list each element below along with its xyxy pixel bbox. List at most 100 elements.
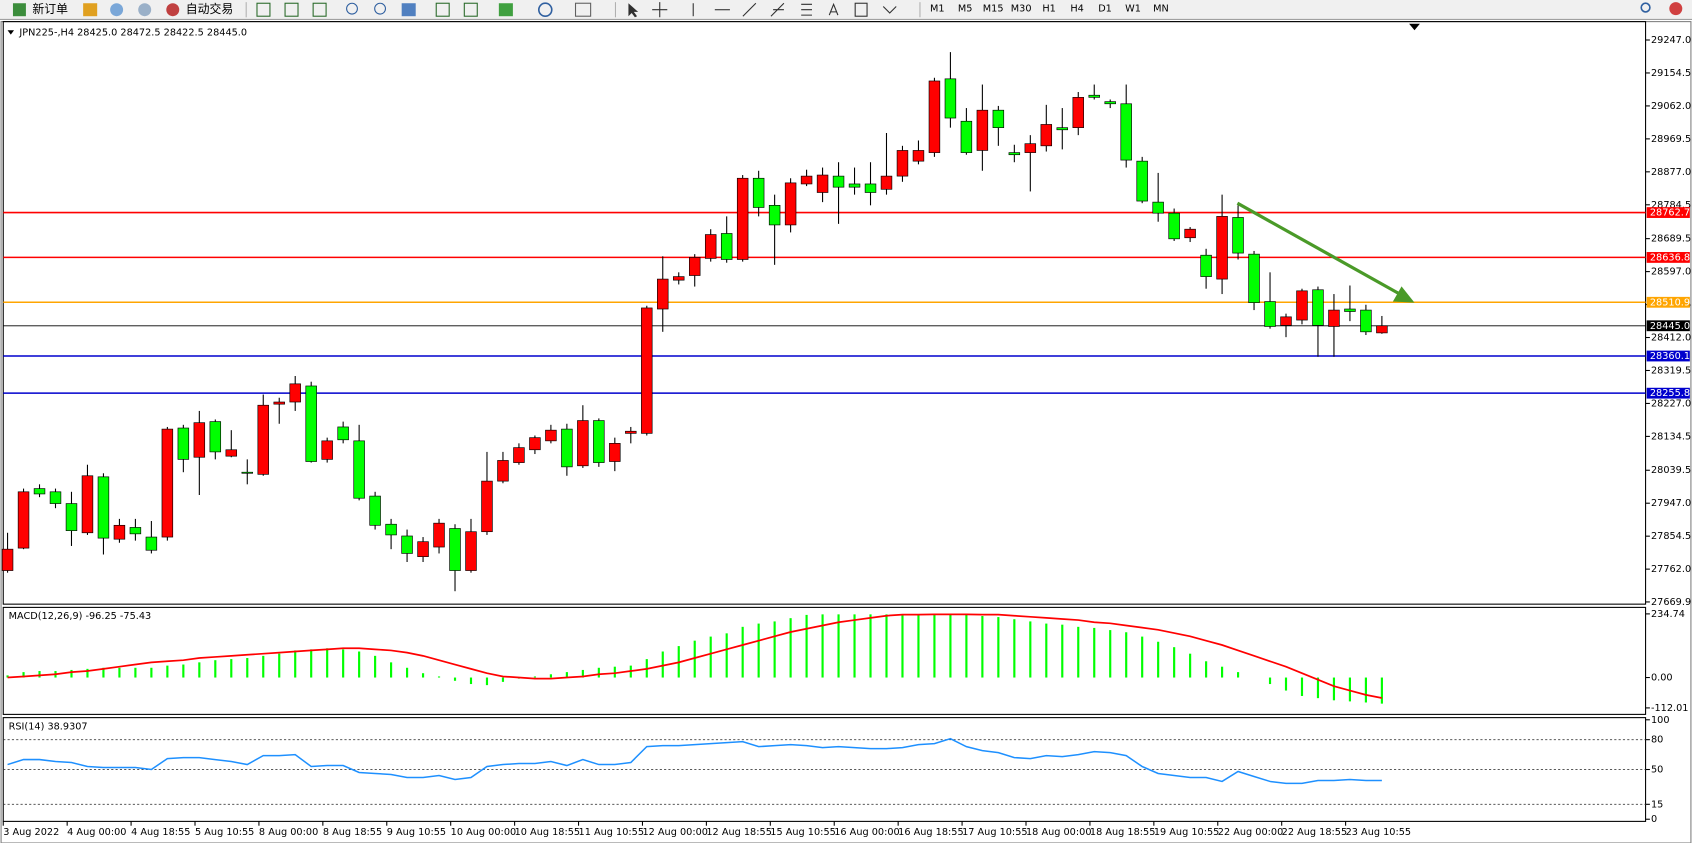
x-tick-label: 16 Aug 18:55 (898, 827, 964, 838)
y-tick-label: 80 (1651, 735, 1663, 746)
notification-icon[interactable] (1669, 2, 1683, 16)
cursor-icon[interactable] (628, 3, 639, 18)
candle-body (689, 257, 701, 276)
candle-body (1088, 94, 1100, 98)
candle-body (784, 182, 797, 226)
candle-body (912, 150, 925, 162)
y-tick-label: 28597.0 (1651, 267, 1691, 278)
tile-icon[interactable] (401, 3, 416, 17)
toolbar: 新订单 自动交易 M1 M5 M15 M30 H1 H4 D1 W1 MN (0, 0, 1692, 20)
rsi-panel: RSI(14) 38.9307 100 80 50 15 0 (2, 715, 1670, 825)
timeframe-button[interactable]: M30 (1011, 4, 1032, 15)
candle-body (992, 109, 1005, 128)
x-tick-label: 12 Aug 18:55 (706, 827, 772, 838)
text-icon[interactable] (828, 2, 839, 16)
candle-body (1152, 201, 1164, 214)
candle-body (832, 175, 845, 188)
candle-body (864, 183, 877, 193)
price-label: 28360.1 (1650, 351, 1690, 362)
auto-trade-button[interactable]: 自动交易 (166, 2, 233, 16)
x-tick-label: 9 Aug 10:55 (387, 827, 446, 838)
candle-body (513, 447, 525, 463)
y-tick-label: 28319.5 (1651, 365, 1691, 376)
candle-body (161, 428, 174, 538)
candle-body (1008, 152, 1021, 156)
candle-body (673, 276, 685, 281)
candle-body (1120, 103, 1132, 161)
timeframe-button[interactable]: W1 (1125, 4, 1141, 15)
candle-body (1216, 216, 1228, 280)
tool-icon[interactable] (256, 2, 271, 17)
candle-body (928, 80, 941, 153)
x-tick-label: 3 Aug 2022 (3, 827, 59, 838)
x-tick-label: 19 Aug 10:55 (1154, 827, 1220, 838)
candle-body (433, 522, 445, 548)
timeframe-button[interactable]: M15 (983, 4, 1004, 15)
candle-body (225, 449, 238, 457)
candle-body (944, 78, 957, 119)
crosshair-icon[interactable] (652, 2, 668, 18)
tool-icon[interactable] (83, 3, 98, 17)
y-tick-label: 28969.5 (1651, 134, 1691, 145)
timeframe-button[interactable]: D1 (1098, 4, 1112, 15)
candle-body (385, 523, 397, 536)
trend-arrow[interactable] (1236, 201, 1415, 303)
fibo-icon[interactable] (801, 3, 812, 16)
candle-body (593, 420, 605, 463)
trendline-icon[interactable] (742, 2, 757, 17)
price-label-box (1646, 252, 1690, 263)
candle-body (321, 440, 333, 460)
x-tick-label: 18 Aug 18:55 (1090, 827, 1156, 838)
tool-icon[interactable] (435, 2, 450, 17)
candle-body (1040, 124, 1053, 147)
zoom-out-icon[interactable] (374, 2, 387, 15)
indicator-icon[interactable] (498, 3, 513, 17)
panel-frame (2, 606, 1647, 715)
template-icon[interactable] (574, 2, 592, 17)
period-icon[interactable] (537, 2, 553, 18)
tool-icon[interactable] (110, 3, 124, 17)
y-tick-label: 0.00 (1651, 673, 1673, 684)
candle-body (1104, 101, 1116, 105)
candle-body (848, 183, 861, 188)
signal-line (7, 613, 1383, 699)
tool-icon[interactable] (284, 2, 299, 17)
price-label: 28255.8 (1650, 388, 1690, 399)
tool-icon[interactable] (312, 2, 327, 17)
new-order-button[interactable]: 新订单 (12, 2, 68, 17)
candle-body (1072, 97, 1084, 128)
arrows-icon[interactable] (882, 6, 897, 14)
price-label-box (1646, 350, 1690, 362)
x-tick-label: 22 Aug 18:55 (1282, 827, 1348, 838)
y-tick-label: 28412.0 (1651, 333, 1691, 344)
candle-body (449, 528, 461, 571)
candle-body (97, 476, 110, 539)
candle-body (417, 541, 429, 557)
zoom-in-icon[interactable] (346, 2, 358, 15)
price-label-box (1646, 207, 1690, 218)
candle-body (337, 426, 349, 441)
chart-title: JPN225-,H4 28425.0 28472.5 28422.5 28445… (18, 27, 247, 38)
tool-icon[interactable] (463, 2, 478, 17)
y-tick-label: 29062.0 (1651, 101, 1691, 112)
search-icon[interactable] (1640, 2, 1651, 13)
y-tick-label: 100 (1651, 715, 1670, 726)
timeframe-button[interactable]: M5 (958, 4, 973, 15)
candle-body (1136, 160, 1148, 202)
candle-body (896, 150, 909, 177)
timeframe-button[interactable]: H1 (1042, 4, 1055, 15)
timeframe-button[interactable]: MN (1153, 4, 1169, 15)
x-tick-label: 8 Aug 00:00 (259, 827, 318, 838)
toolbar-bg (0, 0, 1692, 20)
candle-body (113, 524, 126, 540)
candle-body (401, 535, 413, 554)
channel-icon[interactable] (770, 2, 785, 17)
timeframe-button[interactable]: H4 (1070, 4, 1083, 15)
timeframe-button[interactable]: M1 (930, 4, 945, 15)
x-tick-label: 10 Aug 18:55 (515, 827, 581, 838)
timeframe-bar: M1 M5 M15 M30 H1 H4 D1 W1 MN (930, 4, 1169, 15)
tool-icon[interactable] (138, 3, 152, 17)
label-icon[interactable] (854, 2, 868, 17)
new-order-icon (12, 3, 26, 17)
